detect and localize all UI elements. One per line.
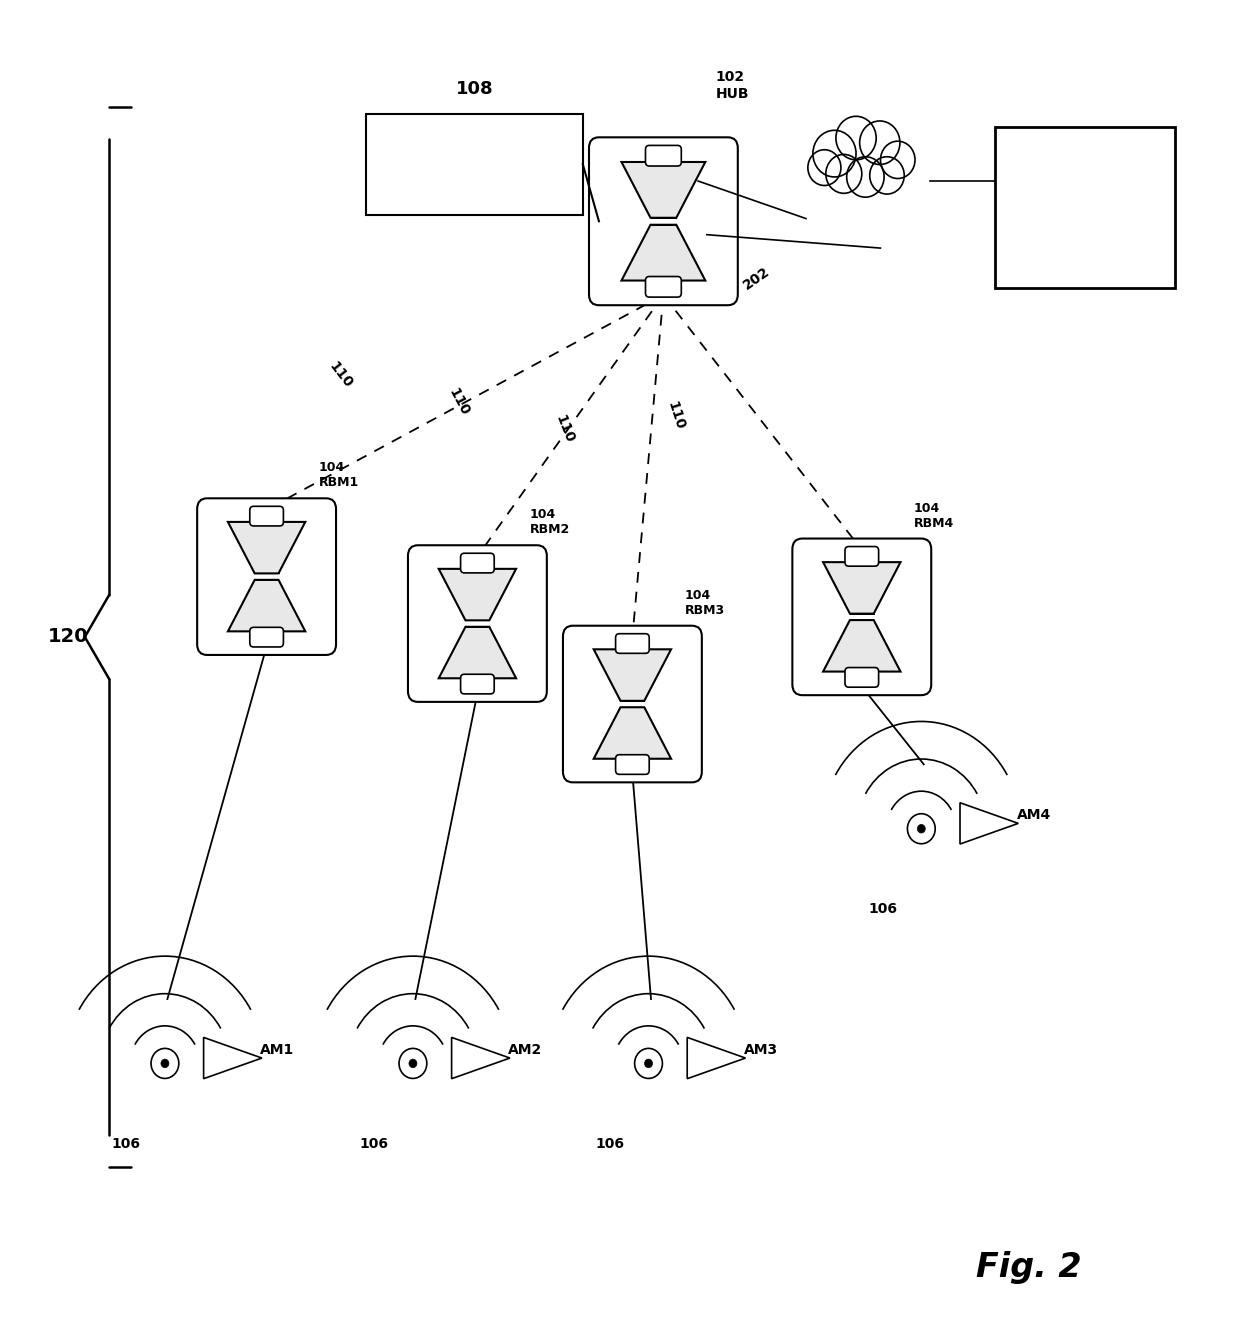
FancyBboxPatch shape bbox=[249, 628, 284, 646]
FancyBboxPatch shape bbox=[460, 554, 495, 573]
Text: 108: 108 bbox=[455, 80, 494, 98]
Text: 202: 202 bbox=[740, 264, 773, 292]
Circle shape bbox=[826, 154, 862, 193]
Text: AM1: AM1 bbox=[260, 1043, 295, 1057]
Circle shape bbox=[908, 814, 935, 843]
Polygon shape bbox=[621, 162, 706, 217]
FancyBboxPatch shape bbox=[408, 546, 547, 701]
Polygon shape bbox=[439, 569, 516, 621]
Text: 102
HUB: 102 HUB bbox=[715, 70, 749, 101]
Circle shape bbox=[813, 130, 856, 177]
Text: CENTRALIZED
SERVER 200: CENTRALIZED SERVER 200 bbox=[1032, 193, 1138, 223]
Text: 110: 110 bbox=[552, 413, 577, 445]
FancyBboxPatch shape bbox=[646, 276, 681, 298]
Text: 110: 110 bbox=[665, 400, 687, 432]
Circle shape bbox=[808, 150, 841, 185]
Text: AM2: AM2 bbox=[508, 1043, 543, 1057]
Polygon shape bbox=[823, 620, 900, 672]
FancyBboxPatch shape bbox=[792, 539, 931, 695]
Circle shape bbox=[918, 825, 925, 833]
Text: 110: 110 bbox=[446, 386, 471, 418]
Polygon shape bbox=[228, 522, 305, 574]
Polygon shape bbox=[594, 707, 671, 759]
Circle shape bbox=[645, 1059, 652, 1067]
Circle shape bbox=[151, 1049, 179, 1078]
FancyBboxPatch shape bbox=[249, 507, 284, 526]
FancyBboxPatch shape bbox=[615, 755, 650, 774]
Polygon shape bbox=[439, 626, 516, 679]
Text: AM4: AM4 bbox=[1017, 809, 1052, 822]
Circle shape bbox=[409, 1059, 417, 1067]
Text: 110: 110 bbox=[326, 359, 356, 392]
FancyBboxPatch shape bbox=[844, 547, 879, 566]
FancyBboxPatch shape bbox=[615, 634, 650, 653]
FancyBboxPatch shape bbox=[563, 626, 702, 782]
Polygon shape bbox=[621, 225, 706, 280]
Circle shape bbox=[880, 141, 915, 178]
FancyBboxPatch shape bbox=[646, 145, 681, 166]
Circle shape bbox=[847, 157, 884, 197]
Text: 104
RBM3: 104 RBM3 bbox=[684, 589, 724, 617]
Text: 106: 106 bbox=[360, 1137, 388, 1151]
Text: Fig. 2: Fig. 2 bbox=[976, 1251, 1083, 1283]
FancyBboxPatch shape bbox=[589, 137, 738, 306]
FancyBboxPatch shape bbox=[197, 499, 336, 654]
Polygon shape bbox=[451, 1038, 510, 1078]
Bar bbox=[994, 127, 1176, 288]
Polygon shape bbox=[823, 562, 900, 614]
Text: 106: 106 bbox=[112, 1137, 140, 1151]
Circle shape bbox=[635, 1049, 662, 1078]
Circle shape bbox=[859, 121, 900, 165]
FancyBboxPatch shape bbox=[460, 675, 495, 693]
Polygon shape bbox=[203, 1038, 262, 1078]
Bar bbox=[366, 114, 583, 215]
Circle shape bbox=[161, 1059, 169, 1067]
Text: 104
RBM4: 104 RBM4 bbox=[914, 502, 954, 530]
Polygon shape bbox=[687, 1038, 745, 1078]
Text: AM3: AM3 bbox=[744, 1043, 779, 1057]
FancyBboxPatch shape bbox=[844, 668, 879, 687]
Text: 120: 120 bbox=[48, 628, 88, 646]
Text: 104
RBM1: 104 RBM1 bbox=[319, 461, 358, 489]
Polygon shape bbox=[228, 579, 305, 632]
Text: 106: 106 bbox=[868, 902, 897, 916]
Circle shape bbox=[836, 117, 877, 160]
Circle shape bbox=[399, 1049, 427, 1078]
Text: 106: 106 bbox=[595, 1137, 624, 1151]
Polygon shape bbox=[960, 803, 1018, 843]
Circle shape bbox=[869, 157, 904, 194]
Text: 104
RBM2: 104 RBM2 bbox=[529, 508, 569, 536]
Polygon shape bbox=[594, 649, 671, 701]
